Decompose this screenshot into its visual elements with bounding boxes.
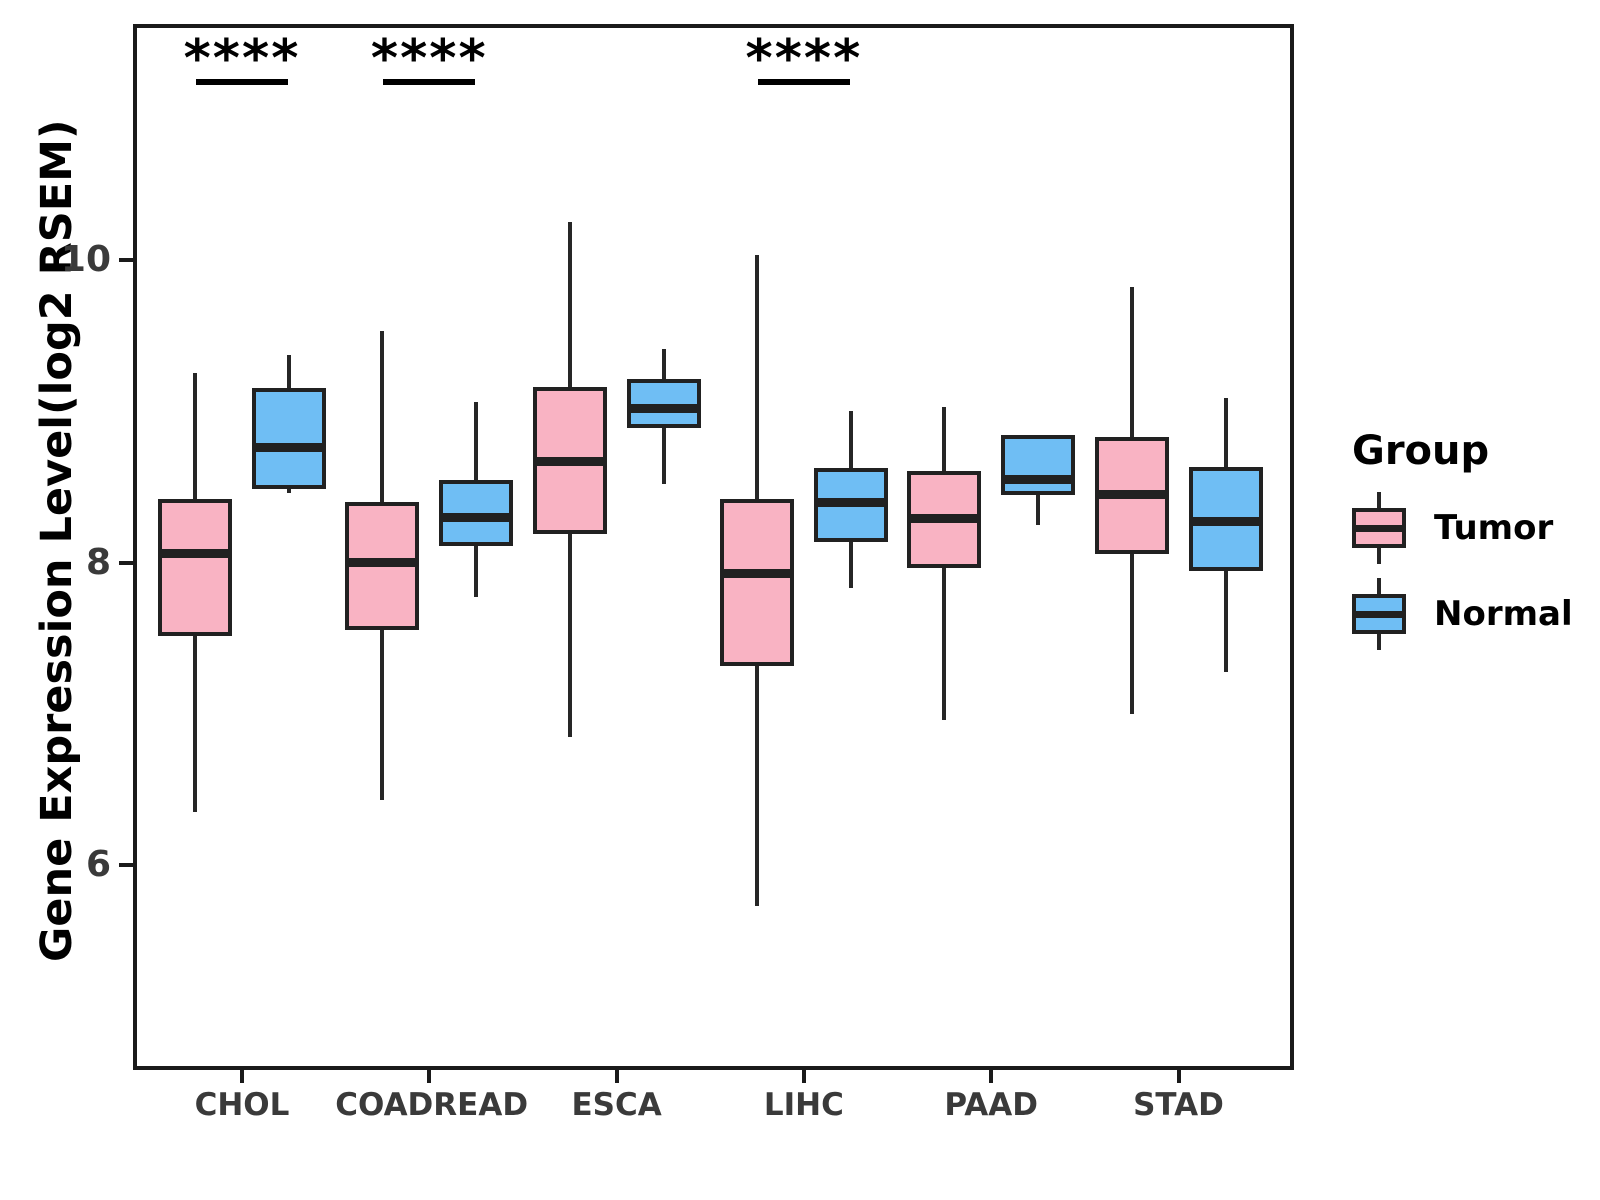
normal-box-lihc-median — [813, 497, 888, 507]
x-tick-mark — [989, 1070, 994, 1083]
tumor-box-chol-median — [158, 549, 232, 559]
x-tick-mark — [240, 1070, 244, 1083]
tumor-box-coadread-median — [345, 558, 420, 568]
x-tick-mark — [1176, 1070, 1181, 1083]
significance-stars-coadread: **** — [370, 29, 488, 89]
normal-box-paad-median — [1001, 474, 1076, 484]
x-tick-label-paad: PAAD — [944, 1087, 1038, 1123]
y-tick-label: 8 — [85, 541, 111, 583]
x-tick-label-coadread: COADREAD — [335, 1087, 529, 1123]
tumor-box-lihc — [719, 498, 794, 666]
significance-bar-coadread — [383, 79, 476, 85]
significance-bar-lihc — [757, 79, 850, 85]
x-tick-label-stad: STAD — [1133, 1087, 1224, 1123]
x-tick-mark — [801, 1070, 806, 1083]
normal-box-coadread-median — [439, 512, 514, 522]
normal-box-chol — [252, 388, 326, 489]
x-tick-label-esca: ESCA — [571, 1087, 662, 1123]
legend-entry-tumor: Tumor — [1352, 492, 1600, 564]
tumor-box-paad-median — [907, 514, 982, 524]
normal-box-stad-median — [1188, 517, 1263, 527]
significance-stars-lihc: **** — [745, 29, 863, 89]
y-tick-mark — [119, 560, 133, 565]
legend-boxplot-icon — [1352, 492, 1406, 564]
legend-entry-normal: Normal — [1352, 578, 1600, 650]
normal-box-paad — [1001, 435, 1076, 495]
legend-boxplot-icon — [1352, 578, 1406, 650]
y-tick-label: 6 — [85, 844, 111, 886]
legend-title: Group — [1352, 428, 1490, 474]
normal-box-esca — [626, 379, 701, 429]
y-tick-mark — [119, 258, 133, 262]
normal-box-esca-median — [626, 403, 701, 413]
tumor-box-lihc-median — [719, 568, 794, 578]
tumor-box-esca-median — [532, 456, 607, 466]
legend-label: Tumor — [1434, 508, 1554, 548]
significance-stars-chol: **** — [183, 29, 301, 89]
x-tick-label-lihc: LIHC — [763, 1087, 844, 1123]
legend: Group Tumor Normal — [1330, 428, 1600, 664]
x-tick-mark — [614, 1070, 619, 1083]
y-tick-label: 10 — [60, 239, 111, 280]
legend-label: Normal — [1434, 594, 1573, 634]
x-tick-mark — [427, 1070, 432, 1083]
normal-box-chol-median — [252, 443, 326, 453]
significance-bar-chol — [196, 79, 288, 85]
tumor-box-chol — [158, 498, 232, 636]
y-tick-mark — [119, 863, 133, 868]
tumor-box-stad-median — [1094, 490, 1169, 499]
x-tick-label-chol: CHOL — [194, 1087, 290, 1123]
